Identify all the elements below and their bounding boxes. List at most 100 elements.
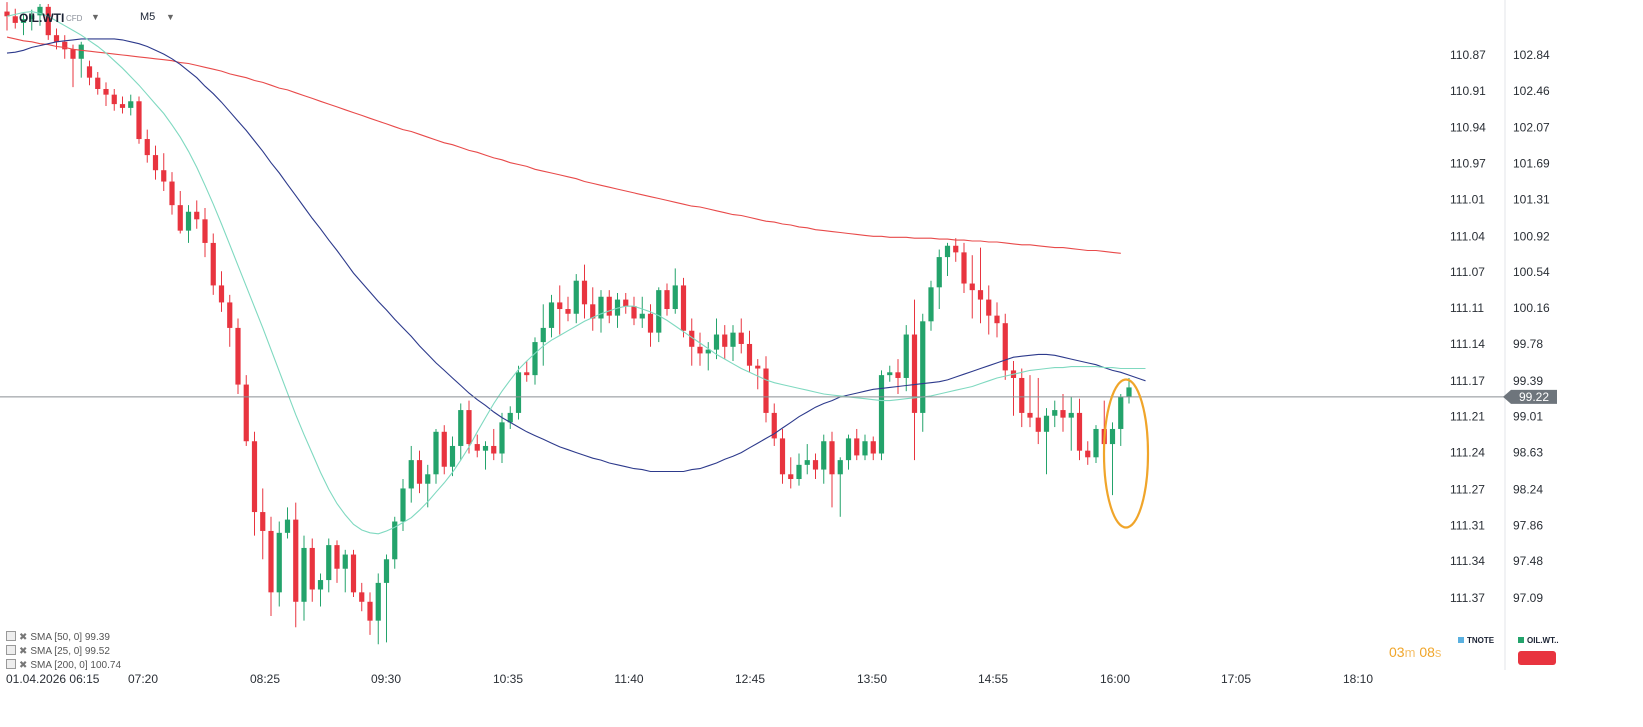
candle: [218, 285, 225, 303]
x-axis-tick-label: 07:20: [128, 672, 158, 686]
candle: [1052, 410, 1058, 416]
y-axis-tick-label: 102.07: [1513, 121, 1550, 135]
candle: [1093, 428, 1099, 458]
candle: [161, 170, 167, 182]
y-axis-tick-label: 100.16: [1513, 301, 1550, 315]
candle: [202, 219, 208, 243]
series-color-icon: [1458, 637, 1464, 643]
candle: [920, 321, 926, 413]
candle: [210, 242, 216, 286]
y-axis-tick-label: 99.01: [1513, 410, 1543, 424]
timeframe-selector[interactable]: M5: [140, 11, 156, 23]
candle: [944, 245, 951, 258]
candle: [1076, 412, 1083, 451]
y-axis-tick-label: 100.54: [1513, 265, 1550, 279]
candle: [903, 334, 909, 378]
current-price-label: 99.22: [1519, 390, 1549, 404]
x-axis-tick-label: 17:05: [1221, 672, 1251, 686]
candle: [227, 302, 233, 328]
symbol-dropdown-caret-icon[interactable]: ▼: [91, 12, 100, 22]
candle-countdown-timer: 03m 08s: [1389, 644, 1441, 660]
y-axis-tick-label: 97.09: [1513, 591, 1543, 605]
current-price-tag: [1503, 389, 1557, 404]
compare-tag-tnote[interactable]: TNOTE: [1458, 636, 1494, 645]
candle: [276, 532, 282, 593]
x-axis-tick-label: 01.04.2026 06:15: [6, 672, 100, 686]
candle: [647, 313, 654, 333]
candle: [705, 349, 711, 354]
remove-indicator-icon[interactable]: ✖: [19, 660, 28, 671]
x-axis-tick-label: 16:00: [1100, 672, 1130, 686]
indicator-settings-icon[interactable]: [6, 631, 16, 641]
candle: [177, 205, 183, 231]
y-axis-secondary-tick-label: 111.34: [1450, 554, 1485, 568]
candle: [45, 6, 51, 36]
candle: [350, 554, 357, 593]
candle: [458, 410, 464, 446]
legend-label: SMA [200, 0] 100.74: [30, 660, 122, 671]
indicator-settings-icon[interactable]: [6, 645, 16, 655]
candle: [631, 306, 637, 319]
y-axis-secondary-tick-label: 111.27: [1450, 482, 1485, 496]
legend-label: SMA [50, 0] 99.39: [30, 632, 110, 643]
candle: [86, 66, 93, 78]
legend-item-sma200[interactable]: ✖ SMA [200, 0] 100.74: [6, 659, 121, 672]
x-axis-tick-label: 13:50: [857, 672, 887, 686]
candle: [70, 49, 76, 59]
candle: [870, 441, 876, 454]
candle: [713, 334, 720, 350]
candle: [928, 287, 934, 322]
x-axis-tick-label: 12:45: [735, 672, 765, 686]
sma200-line: [6, 36, 1121, 254]
candle: [482, 445, 489, 451]
sma50-line: [6, 38, 1146, 473]
x-axis-tick-label: 10:35: [493, 672, 523, 686]
timer-minutes: 03: [1389, 644, 1405, 660]
candle: [194, 211, 200, 220]
candle: [1109, 428, 1116, 445]
candle: [581, 280, 588, 305]
candle: [1027, 412, 1033, 418]
candle: [383, 559, 390, 583]
compare-tag-oilwti[interactable]: OIL.WT..: [1518, 636, 1559, 645]
candle: [342, 554, 348, 569]
y-axis-secondary-tick-label: 111.21: [1450, 410, 1485, 424]
remove-indicator-icon[interactable]: ✖: [19, 632, 28, 643]
y-axis-secondary-tick-label: 110.97: [1450, 157, 1486, 171]
candle: [474, 444, 480, 451]
y-axis-tick-label: 97.48: [1513, 554, 1543, 568]
candle: [936, 257, 942, 288]
candle: [656, 290, 662, 333]
y-axis-secondary-tick-label: 111.07: [1450, 265, 1485, 279]
candle: [416, 460, 423, 484]
candle: [771, 412, 777, 439]
symbol-selector[interactable]: OIL.WTI: [19, 11, 65, 25]
y-axis-secondary-tick-label: 110.87: [1450, 48, 1486, 62]
candle: [977, 290, 984, 300]
candle: [235, 327, 241, 385]
candle: [326, 545, 332, 581]
candle: [136, 101, 142, 140]
y-axis-tick-label: 98.63: [1513, 446, 1543, 460]
candle: [53, 35, 60, 42]
candle: [1068, 412, 1074, 418]
candle: [293, 519, 299, 602]
sell-button[interactable]: [1518, 651, 1556, 665]
candle: [441, 431, 447, 467]
series-color-icon: [1518, 637, 1524, 643]
candle: [672, 285, 678, 310]
candle: [590, 304, 596, 319]
candle: [854, 438, 860, 456]
remove-indicator-icon[interactable]: ✖: [19, 646, 28, 657]
timeframe-dropdown-caret-icon[interactable]: ▼: [166, 12, 175, 22]
candle: [1085, 450, 1091, 458]
legend-item-sma50[interactable]: ✖ SMA [50, 0] 99.39: [6, 631, 110, 644]
indicator-settings-icon[interactable]: [6, 659, 16, 669]
candle: [359, 592, 365, 602]
candle: [829, 441, 835, 475]
candle: [1043, 415, 1050, 432]
legend-item-sma25[interactable]: ✖ SMA [25, 0] 99.52: [6, 645, 110, 658]
y-axis-secondary-tick-label: 111.24: [1450, 446, 1485, 460]
candle: [804, 460, 810, 465]
